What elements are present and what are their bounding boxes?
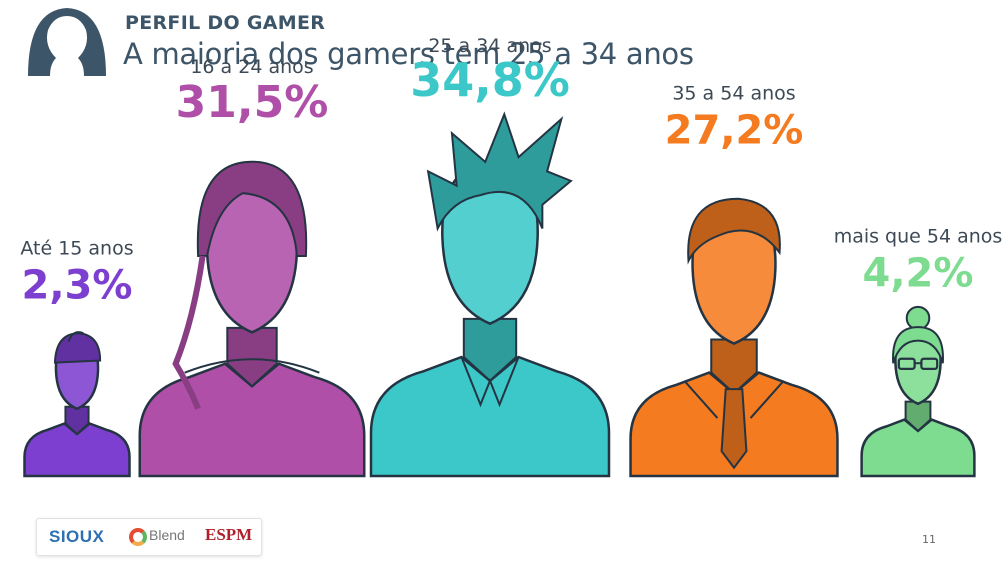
section-kicker: PERFIL DO GAMER xyxy=(125,12,326,34)
lapels xyxy=(683,380,785,419)
hair xyxy=(687,197,781,265)
neck xyxy=(462,317,518,383)
category-label: 25 a 34 anos xyxy=(428,35,551,57)
page-number: 11 xyxy=(922,533,936,546)
figure-3 xyxy=(369,111,611,478)
cap-visor xyxy=(67,331,84,342)
value-label: 31,5% xyxy=(176,77,329,128)
figure-2 xyxy=(138,160,366,478)
collar xyxy=(460,356,520,408)
value-label: 34,8% xyxy=(410,53,570,107)
page-title: A maioria dos gamers tem 25 a 34 anos xyxy=(123,37,694,71)
hair xyxy=(196,160,308,257)
neck xyxy=(64,405,90,436)
category-label: 16 a 24 anos xyxy=(190,56,313,78)
person-silhouette-icon xyxy=(28,8,106,76)
value-label: 4,2% xyxy=(863,251,974,297)
figure-4 xyxy=(629,197,839,478)
spiky-hair xyxy=(426,111,573,232)
value-label: 27,2% xyxy=(665,108,804,154)
tie xyxy=(720,388,748,470)
hair-bun xyxy=(905,305,931,331)
figure-1 xyxy=(23,331,131,478)
category-label: mais que 54 anos xyxy=(834,226,1002,248)
logo-blend: Blend xyxy=(149,527,185,543)
cap xyxy=(53,332,102,364)
partner-logos: SIOUX Blend ESPM xyxy=(36,518,262,556)
hair-braid xyxy=(172,255,206,410)
category-label: Até 15 anos xyxy=(20,237,133,259)
category-label: 35 a 54 anos xyxy=(672,83,795,105)
logo-sioux: SIOUX xyxy=(49,527,105,546)
logo-espm: ESPM xyxy=(205,525,253,544)
hair xyxy=(892,326,944,364)
neck xyxy=(226,326,278,388)
figure-5 xyxy=(860,305,976,478)
hood xyxy=(184,358,320,374)
value-label: 2,3% xyxy=(22,262,133,308)
blend-logo-icon xyxy=(129,528,147,546)
neck xyxy=(904,400,932,433)
